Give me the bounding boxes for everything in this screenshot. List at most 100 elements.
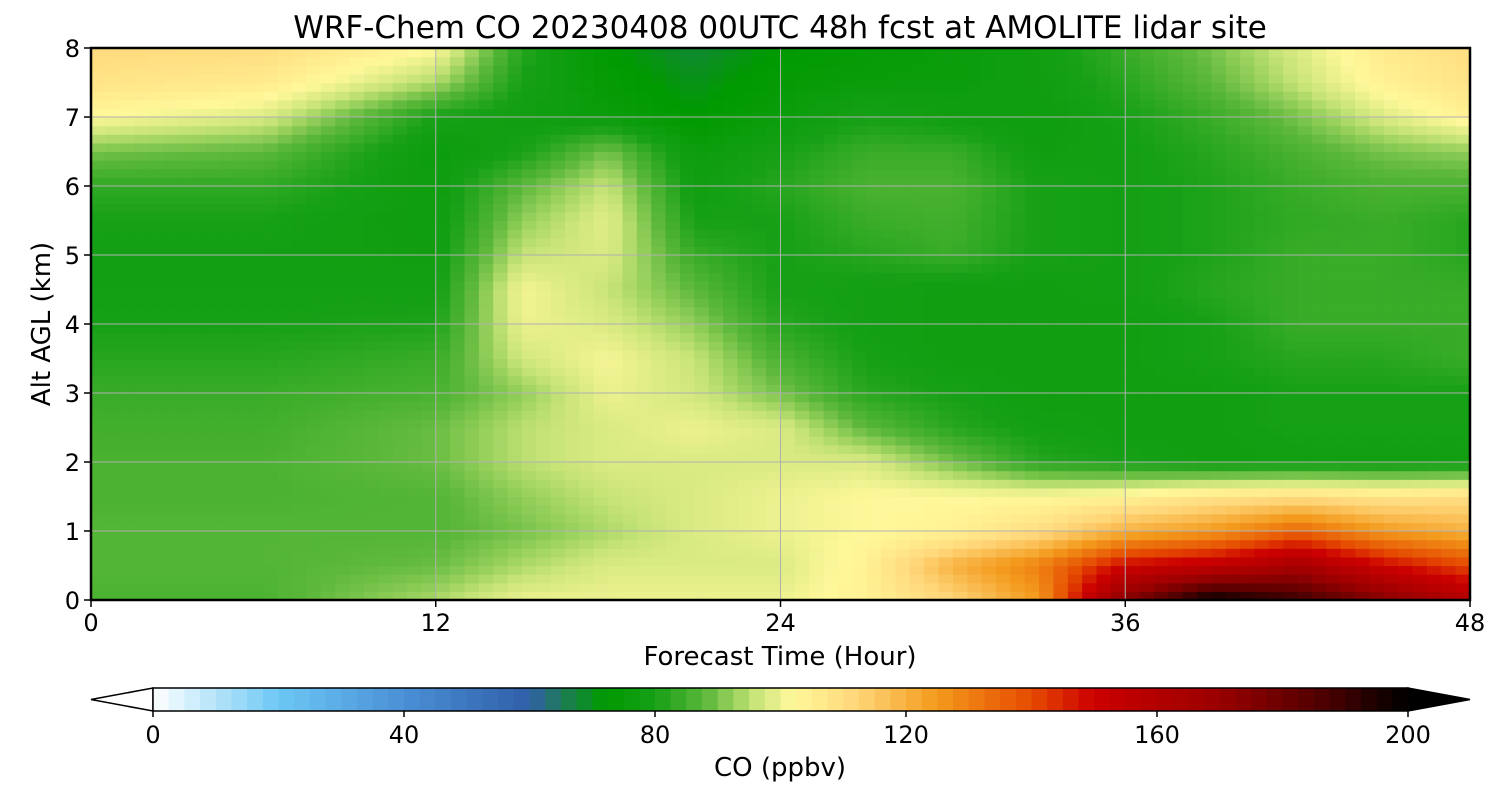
heatmap-cell	[823, 272, 839, 282]
heatmap-cell	[1254, 556, 1270, 567]
heatmap-cell	[1053, 548, 1069, 558]
heatmap-cell	[995, 513, 1011, 523]
heatmap-cell	[636, 211, 652, 222]
heatmap-cell	[435, 160, 451, 170]
heatmap-cell	[866, 160, 882, 170]
heatmap-cell	[392, 306, 408, 316]
heatmap-cell	[1297, 194, 1313, 204]
heatmap-cell	[177, 462, 193, 472]
heatmap-cell	[952, 194, 968, 204]
heatmap-cell	[579, 349, 595, 360]
heatmap-cell	[1311, 513, 1327, 523]
heatmap-cell	[1268, 574, 1284, 584]
heatmap-cell	[651, 487, 667, 498]
heatmap-cell	[766, 427, 782, 437]
heatmap-cell	[852, 332, 868, 342]
heatmap-cell	[292, 237, 308, 247]
heatmap-cell	[938, 194, 954, 204]
heatmap-cell	[1197, 393, 1213, 403]
heatmap-cell	[837, 496, 853, 506]
heatmap-cell	[579, 513, 595, 523]
heatmap-cell	[478, 522, 494, 532]
heatmap-cell	[708, 410, 724, 420]
heatmap-cell	[1383, 479, 1399, 489]
heatmap-cell	[1082, 582, 1098, 592]
heatmap-cell	[895, 393, 911, 403]
heatmap-cell	[837, 384, 853, 394]
heatmap-cell	[866, 186, 882, 196]
heatmap-cell	[1082, 410, 1098, 420]
heatmap-cell	[1168, 556, 1184, 567]
heatmap-cell	[1182, 160, 1198, 170]
heatmap-cell	[837, 186, 853, 196]
heatmap-cell	[967, 574, 983, 584]
heatmap-cell	[1297, 582, 1313, 592]
heatmap-cell	[234, 289, 250, 299]
heatmap-cell	[335, 444, 351, 454]
heatmap-cell	[579, 574, 595, 584]
heatmap-cell	[478, 220, 494, 230]
heatmap-cell	[593, 246, 609, 256]
heatmap-cell	[651, 298, 667, 308]
heatmap-cell	[1455, 522, 1471, 532]
heatmap-cell	[751, 306, 767, 316]
heatmap-cell	[1168, 505, 1184, 515]
heatmap-cell	[1268, 194, 1284, 204]
heatmap-cell	[306, 289, 322, 299]
heatmap-cell	[967, 367, 983, 377]
heatmap-cell	[1369, 306, 1385, 316]
heatmap-cell	[579, 531, 595, 541]
heatmap-cell	[995, 393, 1011, 403]
heatmap-cell	[1311, 410, 1327, 420]
heatmap-cell	[220, 470, 236, 480]
heatmap-cell	[1340, 324, 1356, 334]
heatmap-cell	[981, 194, 997, 204]
heatmap-cell	[665, 444, 681, 454]
heatmap-cell	[521, 211, 537, 222]
heatmap-cell	[1110, 531, 1126, 541]
heatmap-cell	[550, 582, 566, 592]
heatmap-cell	[349, 298, 365, 308]
heatmap-cell	[708, 539, 724, 549]
heatmap-cell	[1441, 462, 1457, 472]
heatmap-cell	[263, 393, 279, 403]
heatmap-cell	[521, 548, 537, 558]
heatmap-cell	[1398, 565, 1414, 575]
heatmap-cell	[1283, 160, 1299, 170]
heatmap-cell	[435, 177, 451, 187]
heatmap-cell	[608, 375, 624, 385]
heatmap-cell	[565, 505, 580, 515]
heatmap-cell	[249, 315, 264, 325]
heatmap-cell	[881, 194, 897, 204]
heatmap-cell	[809, 349, 825, 360]
heatmap-cell	[435, 375, 451, 385]
heatmap-cell	[881, 255, 897, 265]
heatmap-cell	[306, 280, 322, 291]
heatmap-cell	[536, 548, 552, 558]
heatmap-cell	[335, 324, 351, 334]
heatmap-cell	[105, 384, 121, 394]
heatmap-cell	[823, 263, 839, 273]
heatmap-cell	[694, 582, 710, 592]
heatmap-cell	[478, 315, 494, 325]
heatmap-cell	[1326, 453, 1342, 463]
heatmap-cell	[191, 582, 207, 592]
heatmap-cell	[751, 168, 767, 178]
heatmap-cell	[162, 582, 178, 592]
heatmap-cell	[1240, 487, 1256, 498]
heatmap-cell	[306, 591, 322, 601]
heatmap-cell	[995, 263, 1011, 273]
heatmap-cell	[809, 427, 825, 437]
heatmap-cell	[1168, 522, 1184, 532]
heatmap-cell	[1225, 565, 1241, 575]
heatmap-cell	[205, 349, 221, 360]
heatmap-cell	[464, 203, 480, 213]
heatmap-cell	[1153, 186, 1169, 196]
heatmap-cell	[335, 255, 351, 265]
heatmap-cell	[593, 289, 609, 299]
heatmap-cell	[952, 574, 968, 584]
heatmap-cell	[450, 177, 466, 187]
heatmap-cell	[1311, 522, 1327, 532]
heatmap-cell	[450, 203, 466, 213]
heatmap-cell	[1268, 591, 1284, 601]
